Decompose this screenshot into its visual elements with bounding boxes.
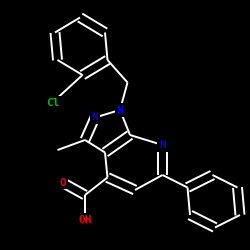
Text: N: N (116, 105, 123, 115)
Text: N: N (159, 140, 166, 150)
Text: O: O (59, 178, 66, 188)
Text: N: N (92, 112, 98, 122)
Text: Cl: Cl (46, 98, 59, 108)
Text: OH: OH (78, 215, 92, 225)
